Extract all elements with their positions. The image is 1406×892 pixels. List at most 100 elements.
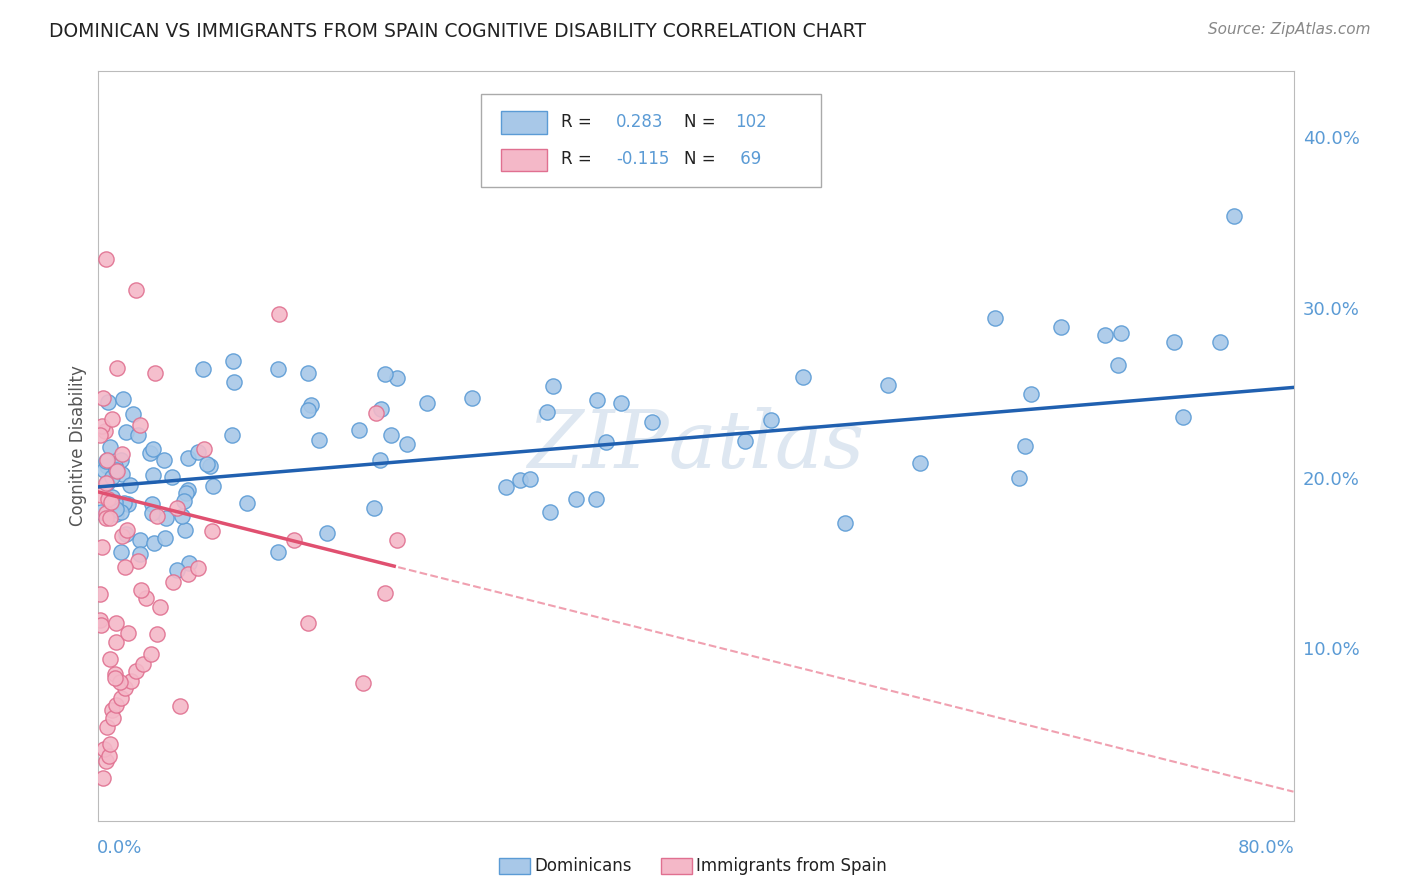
Point (142, 468, 165, 483)
Point (145, 627, 167, 641)
Point (110, 529, 132, 543)
Point (267, 545, 290, 559)
Point (396, 437, 419, 451)
Point (139, 647, 162, 661)
Point (236, 496, 259, 510)
Text: Dominicans: Dominicans (534, 857, 631, 875)
Point (94, 453, 117, 467)
Point (595, 434, 617, 449)
Point (111, 392, 134, 407)
Point (177, 450, 200, 465)
FancyBboxPatch shape (481, 94, 821, 187)
Point (347, 423, 370, 437)
Point (96, 458, 118, 473)
Point (110, 691, 132, 706)
Point (201, 524, 224, 538)
Point (97, 395, 120, 409)
Point (641, 415, 664, 429)
Point (177, 483, 200, 497)
Point (104, 666, 127, 681)
Point (120, 673, 142, 688)
Point (97, 748, 120, 763)
Point (308, 433, 330, 447)
Point (104, 495, 127, 509)
Point (104, 508, 127, 522)
Point (115, 425, 138, 439)
Point (127, 428, 149, 442)
Point (536, 405, 558, 419)
Point (174, 523, 197, 537)
Point (153, 531, 176, 545)
Point (90, 505, 112, 519)
Point (155, 511, 177, 525)
Point (1109, 326, 1132, 340)
Point (162, 470, 184, 484)
Point (91, 771, 114, 785)
Point (90, 618, 112, 632)
Point (585, 393, 607, 408)
Point (94, 511, 117, 525)
Point (374, 586, 396, 600)
Point (366, 407, 388, 421)
Point (177, 556, 200, 570)
Point (385, 371, 409, 385)
Point (142, 442, 165, 456)
Point (301, 399, 323, 413)
Text: N =: N = (685, 112, 721, 130)
Point (127, 554, 149, 568)
Point (105, 501, 128, 516)
Point (129, 547, 152, 561)
Point (416, 396, 439, 410)
Point (153, 453, 176, 467)
Y-axis label: Cognitive Disability: Cognitive Disability (69, 366, 87, 526)
Text: 40.0%: 40.0% (1303, 130, 1360, 148)
Point (107, 360, 129, 375)
Text: 0.0%: 0.0% (97, 839, 142, 857)
Point (610, 396, 633, 410)
Point (509, 473, 531, 487)
Point (96, 720, 118, 734)
Point (112, 496, 135, 510)
Point (89, 587, 111, 601)
Point (90, 540, 112, 554)
Point (142, 536, 165, 550)
Point (297, 403, 319, 417)
Point (114, 559, 136, 574)
Point (104, 459, 127, 474)
Point (115, 524, 138, 538)
Point (267, 362, 290, 376)
Point (128, 417, 150, 432)
Text: 80.0%: 80.0% (1237, 839, 1295, 857)
Point (89, 428, 111, 442)
Point (98, 652, 122, 666)
Text: DOMINICAN VS IMMIGRANTS FROM SPAIN COGNITIVE DISABILITY CORRELATION CHART: DOMINICAN VS IMMIGRANTS FROM SPAIN COGNI… (49, 22, 866, 41)
Point (105, 464, 128, 478)
Point (93, 392, 115, 406)
Point (187, 444, 209, 458)
Point (283, 533, 305, 547)
Text: 30.0%: 30.0% (1303, 301, 1360, 318)
Point (94, 475, 117, 490)
Point (197, 457, 219, 471)
Point (166, 563, 188, 577)
Point (316, 525, 339, 540)
Point (98, 737, 122, 751)
Point (97, 491, 120, 506)
Point (105, 615, 128, 630)
Text: 69: 69 (735, 150, 762, 168)
Text: R =: R = (561, 112, 598, 130)
Point (221, 428, 243, 442)
Point (759, 413, 782, 427)
Point (585, 491, 607, 506)
Text: 10.0%: 10.0% (1303, 641, 1360, 659)
Point (224, 376, 246, 390)
Point (90, 488, 112, 502)
Point (908, 456, 931, 470)
Point (111, 467, 134, 481)
Point (135, 591, 157, 606)
Point (385, 533, 408, 547)
Point (461, 392, 484, 406)
Point (1107, 358, 1129, 372)
Point (111, 447, 134, 461)
Point (104, 671, 127, 685)
